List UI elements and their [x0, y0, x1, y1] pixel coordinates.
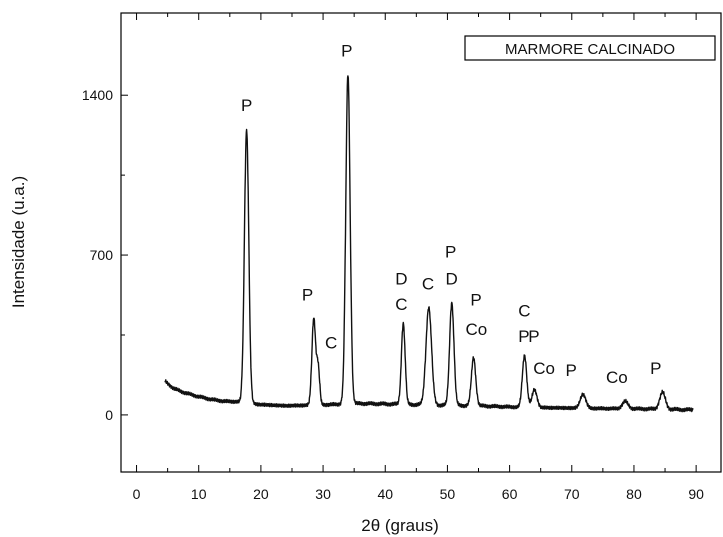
y-tick-label: 0 [105, 407, 113, 423]
plot-frame [120, 12, 722, 473]
y-tick-labels: 0 700 1400 [82, 87, 113, 423]
peak-annotation: C [325, 334, 337, 353]
x-tick-label: 10 [191, 486, 207, 502]
peak-annotation: P [445, 242, 456, 261]
peak-annotation: D [395, 270, 407, 289]
peak-annotation: Co [533, 359, 555, 378]
x-tick-label: 50 [440, 486, 456, 502]
legend: MARMORE CALCINADO [464, 35, 716, 61]
legend-text: MARMORE CALCINADO [505, 41, 675, 58]
x-tick-label: 80 [626, 486, 642, 502]
y-axis-title: Intensidade (u.a.) [9, 176, 28, 308]
peak-annotation: P [241, 96, 252, 115]
x-tick-label: 20 [253, 486, 269, 502]
x-tick-label: 0 [133, 486, 141, 502]
peak-annotation: P [341, 41, 352, 60]
peak-annotation: C [422, 274, 434, 293]
x-tick-label: 30 [315, 486, 331, 502]
y-tick-label: 1400 [82, 87, 113, 103]
peak-annotation: Co [465, 320, 487, 339]
x-axis-title: 2θ (graus) [361, 516, 438, 535]
x-tick-label: 60 [502, 486, 518, 502]
x-tick-label: 90 [688, 486, 704, 502]
peak-annotation: P [566, 361, 577, 380]
peak-annotation: P [470, 290, 481, 309]
peak-annotation: P [518, 327, 529, 346]
peak-annotation: D [446, 270, 458, 289]
peak-annotation: P [650, 359, 661, 378]
peak-annotation: P [528, 327, 539, 346]
legend-box [464, 35, 716, 61]
x-tick-label: 40 [377, 486, 393, 502]
diffraction-series-line [164, 75, 694, 413]
peak-annotation: Co [606, 368, 628, 387]
peak-annotation: C [518, 302, 530, 321]
peak-annotation: P [302, 286, 313, 305]
x-tick-label: 70 [564, 486, 580, 502]
peak-annotation: C [395, 295, 407, 314]
axis-ticks [121, 13, 697, 472]
y-tick-label: 700 [90, 247, 114, 263]
x-tick-labels: 0 10 20 30 40 50 60 70 80 90 [133, 486, 704, 502]
